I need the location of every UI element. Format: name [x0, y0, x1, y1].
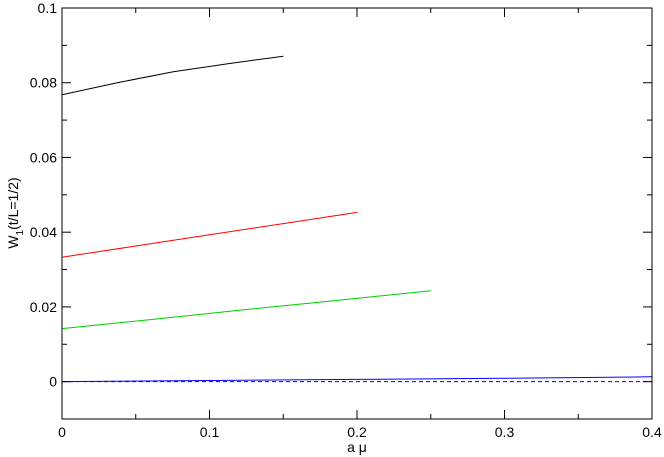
plot-frame	[61, 7, 653, 420]
y-tick-label: 0.08	[30, 75, 57, 91]
y-axis-title-main: W	[5, 235, 21, 249]
x-tick-label: 0	[58, 424, 66, 440]
y-axis-title-rest: (t/L=1/2)	[5, 177, 21, 230]
series-line-2	[61, 211, 358, 258]
series-line-3	[61, 290, 431, 330]
ticks-layer: 0 0.1 0.2 0.3 0.4 0 0.02 0.04 0.06 0.08 0.1	[30, 0, 662, 440]
x-tick-label: 0.2	[347, 424, 367, 440]
y-tick-label: 0.02	[30, 299, 57, 315]
y-tick-label: 0	[49, 374, 57, 390]
series-layer	[61, 55, 653, 383]
y-tick-label: 0.1	[38, 0, 58, 16]
x-tick-label: 0.4	[642, 424, 662, 440]
x-tick-label: 0.3	[495, 424, 515, 440]
y-tick-label: 0.04	[30, 224, 57, 240]
series-line-1	[61, 55, 284, 96]
y-tick-label: 0.06	[30, 149, 57, 165]
series-line-4	[61, 376, 653, 383]
x-axis-title: a μ	[347, 439, 367, 455]
y-axis-title: W1(t/L=1/2)	[5, 177, 26, 248]
y-axis-title-subscript: 1	[15, 229, 26, 235]
x-tick-label: 0.1	[200, 424, 220, 440]
